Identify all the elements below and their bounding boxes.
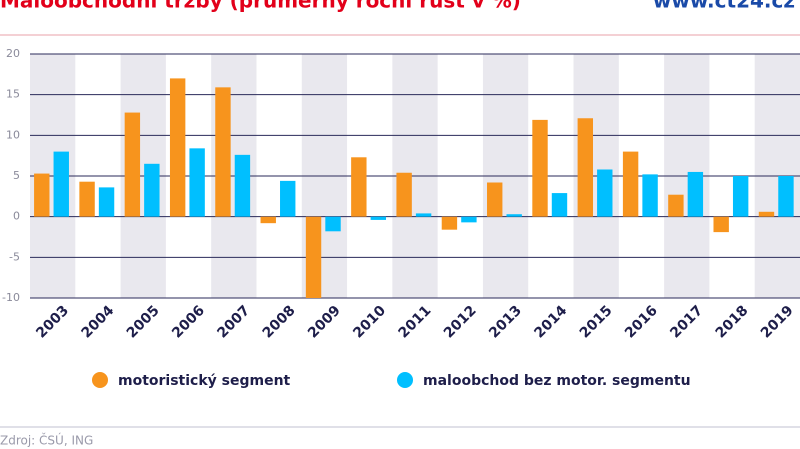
bar (732, 176, 749, 217)
bar (506, 214, 522, 217)
x-tick-label: 2010 (350, 302, 389, 341)
bar (532, 119, 548, 217)
bar (758, 211, 775, 217)
website: www.ct24.cz (653, 0, 795, 13)
y-tick-label: -10 (2, 291, 20, 304)
bar (98, 187, 115, 217)
x-tick-label: 2004 (79, 302, 118, 341)
bar (577, 118, 594, 217)
bar (415, 213, 432, 217)
bar (234, 154, 251, 217)
x-tick-label: 2018 (713, 303, 752, 342)
x-tick-label: 2015 (577, 303, 616, 342)
bar (280, 180, 296, 217)
bar (461, 216, 477, 223)
x-tick-label: 2009 (305, 303, 344, 342)
y-tick-label: 5 (13, 169, 20, 182)
y-tick-label: 0 (13, 210, 20, 223)
bar (260, 216, 276, 224)
bar (551, 193, 568, 217)
bar (597, 169, 613, 217)
source: Zdroj: ČSÚ, ING (0, 433, 93, 448)
bar (622, 151, 639, 217)
y-tick-label: 10 (6, 128, 20, 141)
x-tick-label: 2006 (169, 303, 208, 342)
y-tick-label: 15 (6, 88, 20, 101)
bar (396, 172, 412, 217)
bar (169, 78, 186, 217)
bar (351, 157, 367, 217)
bar (124, 112, 141, 217)
x-tick-label: 2003 (33, 303, 72, 342)
x-tick-label: 2013 (486, 303, 525, 342)
bar (487, 182, 503, 217)
chart-title: Maloobchodní tržby (průměrný roční růst … (0, 0, 521, 13)
bar (325, 216, 341, 232)
x-tick-label: 2012 (441, 303, 480, 342)
bar (53, 151, 69, 217)
bar (668, 194, 684, 217)
legend-label: maloobchod bez motor. segmentu (423, 373, 691, 389)
bar (305, 216, 322, 298)
bar (687, 171, 704, 217)
y-tick-label: 20 (6, 47, 20, 60)
x-tick-label: 2017 (667, 303, 706, 342)
x-tick-label: 2005 (124, 303, 163, 342)
bar (144, 163, 160, 217)
x-tick-label: 2019 (758, 303, 797, 342)
bar (189, 148, 205, 217)
x-tick-label: 2014 (531, 302, 570, 341)
legend-swatch (397, 372, 413, 388)
bar (642, 174, 658, 217)
x-tick-label: 2016 (622, 303, 661, 342)
bar (215, 87, 231, 217)
legend-label: motoristický segment (118, 373, 291, 389)
x-tick-label: 2008 (260, 303, 299, 342)
legend-swatch (92, 372, 108, 388)
y-tick-label: -5 (9, 250, 20, 263)
bar (79, 181, 95, 217)
bar (34, 173, 50, 217)
bar (713, 216, 729, 233)
x-tick-label: 2011 (396, 303, 435, 342)
bar (370, 216, 387, 220)
bar (441, 216, 458, 230)
x-tick-label: 2007 (214, 303, 253, 342)
bar (778, 176, 794, 217)
